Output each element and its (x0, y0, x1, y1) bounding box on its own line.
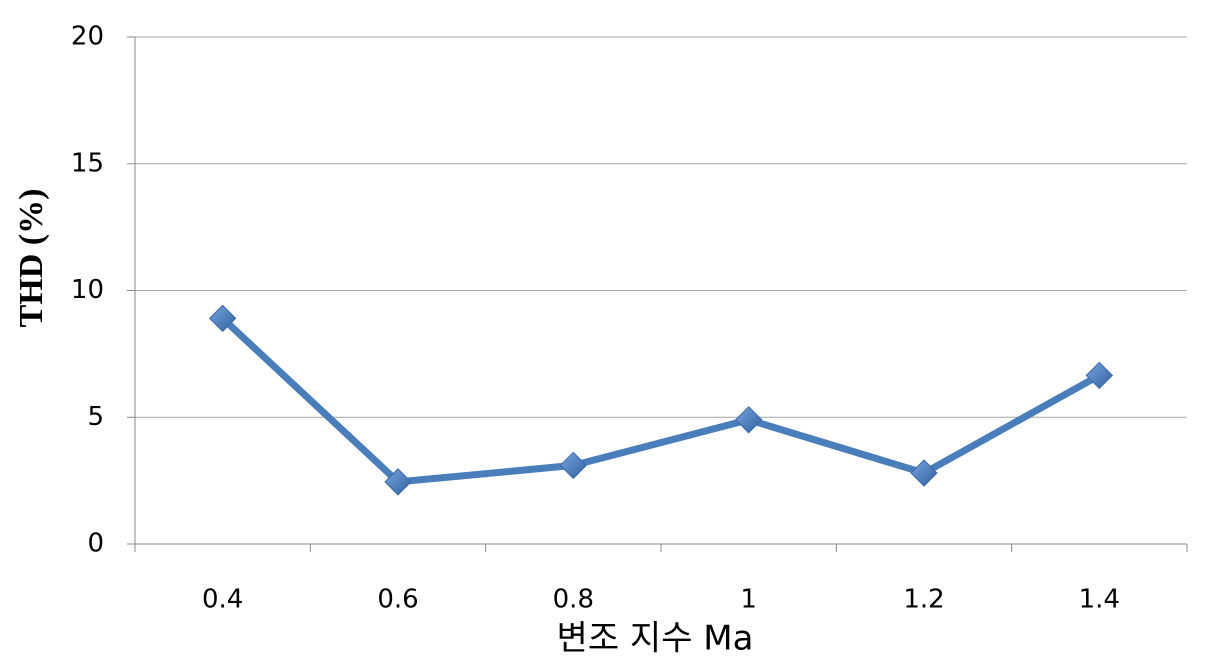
x-tick-label: 1 (740, 585, 757, 615)
x-tick-label: 0.6 (377, 585, 418, 615)
data-point (208, 304, 237, 333)
data-line (220, 315, 1102, 486)
x-tick-label: 1.2 (903, 585, 944, 615)
x-tick-label: 0.4 (202, 585, 243, 615)
x-tick-label: 1.4 (1079, 585, 1120, 615)
y-tick-label: 20 (71, 22, 104, 52)
data-point (734, 406, 763, 434)
y-axis-label: THD (%) (13, 189, 50, 328)
x-tick-label: 0.8 (553, 585, 594, 615)
y-tick-label: 15 (71, 148, 104, 178)
data-point (384, 468, 412, 496)
x-axis-label: 변조 지수 Ma (557, 619, 754, 659)
y-tick-label: 0 (87, 529, 104, 559)
y-tick-label: 10 (71, 275, 104, 305)
data-point (1085, 361, 1114, 390)
data-point (559, 451, 588, 480)
y-tick-label: 5 (87, 402, 104, 432)
data-point (910, 459, 938, 487)
